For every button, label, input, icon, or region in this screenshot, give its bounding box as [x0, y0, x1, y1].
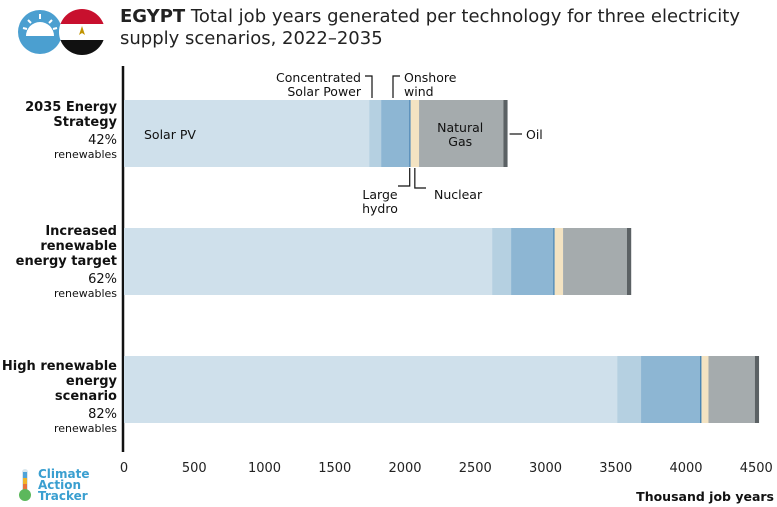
bar-1-onshore-wind: [381, 100, 410, 167]
bar-2-natural-gas: [563, 228, 627, 295]
category-renewable-share: 62%: [88, 272, 117, 287]
bar-2-oil: [626, 228, 632, 295]
x-tick-label-3500: 3500: [599, 461, 632, 476]
annotation-onshore-wind: Onshore wind: [404, 70, 457, 99]
bar-3-solar-pv: [124, 356, 618, 423]
x-tick-label-4000: 4000: [669, 461, 702, 476]
bar-1-large-hydro: [409, 100, 411, 167]
annotation-oil: Oil: [526, 127, 543, 142]
bar-1-concentrated-solar-power: [369, 100, 382, 167]
bar-2-solar-pv: [124, 228, 493, 295]
thermometer-logo-icon: [19, 469, 31, 501]
category-renewable-caption: renewables: [53, 287, 117, 300]
x-tick-label-0: 0: [120, 461, 128, 476]
category-label-3: High renewable energy scenario 82% renew…: [0, 359, 117, 435]
bar-1-oil: [503, 100, 508, 167]
annotation-csp-leader: [365, 75, 373, 98]
bar-2-large-hydro: [553, 228, 555, 295]
bar-3-large-hydro: [700, 356, 702, 423]
category-renewable-share: 82%: [88, 407, 117, 422]
category-name: 2035 Energy Strategy: [25, 100, 117, 130]
annotation-csp: Concentrated Solar Power: [276, 70, 362, 99]
bar-1-natural-gas: [419, 100, 504, 167]
bar-2-onshore-wind: [511, 228, 554, 295]
annotation-solar-pv: Solar PV: [144, 127, 196, 142]
bar-1-nuclear: [410, 100, 420, 167]
annotation-natural-gas: Natural Gas: [437, 120, 483, 149]
bar-3-natural-gas: [708, 356, 755, 423]
egypt-flag-icon: [59, 9, 105, 55]
bar-3-oil: [754, 356, 760, 423]
x-axis-label: Thousand job years: [636, 489, 774, 504]
annotation-large-hydro: Large hydro: [362, 187, 398, 216]
country-logo-icon: [18, 9, 105, 55]
annotation-hydro-leader: [398, 168, 411, 187]
x-tick-label-500: 500: [182, 461, 207, 476]
x-tick-label-1500: 1500: [318, 461, 351, 476]
climate-action-tracker-brand: Climate Action Tracker: [38, 467, 90, 503]
logo-icons: [18, 8, 118, 56]
x-tick-label-1000: 1000: [248, 461, 281, 476]
category-label-1: 2035 Energy Strategy 42% renewables: [0, 100, 117, 161]
annotation-wind-leader: [392, 75, 400, 98]
bar-2-nuclear: [554, 228, 564, 295]
category-renewable-caption: renewables: [53, 422, 117, 435]
bar-1-solar-pv: [124, 100, 370, 167]
x-tick-label-2500: 2500: [459, 461, 492, 476]
category-renewable-share: 42%: [88, 133, 117, 148]
bar-3-concentrated-solar-power: [617, 356, 642, 423]
x-tick-label-3000: 3000: [529, 461, 562, 476]
chart-title: EGYPT Total job years generated per tech…: [120, 6, 770, 50]
category-name: High renewable energy scenario: [1, 359, 117, 404]
category-label-2: Increased renewable energy target 62% re…: [0, 224, 117, 300]
title-text: Total job years generated per technology…: [120, 6, 741, 49]
annotation-nuclear-leader: [414, 168, 426, 189]
bar-3-onshore-wind: [641, 356, 701, 423]
x-tick-label-4500: 4500: [740, 461, 773, 476]
category-renewable-caption: renewables: [53, 148, 117, 161]
bar-2-concentrated-solar-power: [492, 228, 512, 295]
annotation-nuclear: Nuclear: [434, 187, 483, 202]
country-name: EGYPT: [120, 6, 186, 27]
x-tick-label-2000: 2000: [388, 461, 421, 476]
category-name: Increased renewable energy target: [15, 224, 117, 269]
bar-3-nuclear: [701, 356, 709, 423]
